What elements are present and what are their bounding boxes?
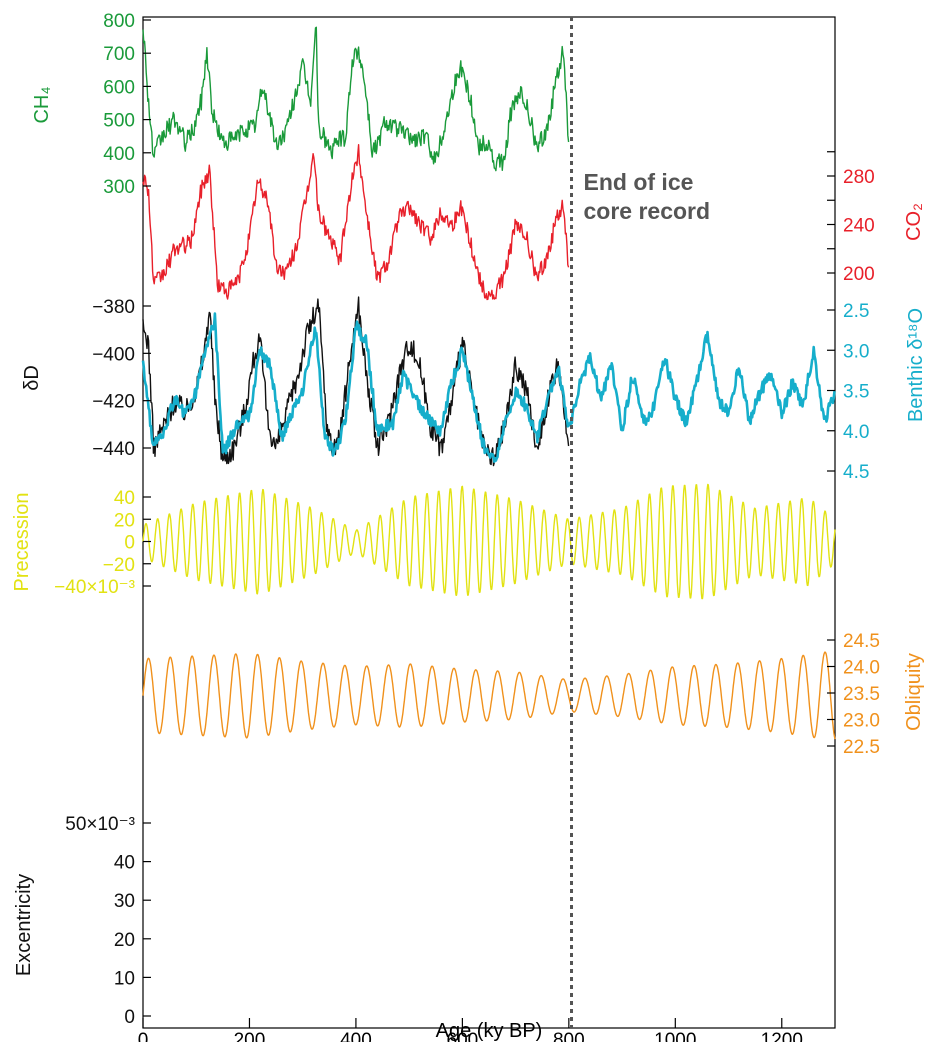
series-layer: [141, 26, 836, 740]
precession-tick-label: −20: [103, 555, 135, 576]
benthic-tick-label: 4.0: [843, 422, 869, 443]
eccentricity-axis-label: Excentricity: [13, 874, 35, 976]
eccentricity-tick-label: 30: [114, 891, 135, 912]
ch4-tick-label: 600: [103, 77, 135, 98]
plot-frame: [142, 16, 836, 1029]
eccentricity-tick-label: 0: [124, 1007, 135, 1028]
obliquity-series-line: [142, 651, 836, 740]
obliquity-tick-label: 23.0: [843, 711, 880, 732]
ch4-tick-label: 400: [103, 144, 135, 165]
obliquity-tick-label: 23.5: [843, 684, 880, 705]
dd-axis-label: δD: [21, 365, 43, 391]
x-tick-label: 600: [447, 1030, 479, 1042]
x-axis-label: Age (ky BP): [436, 1020, 543, 1042]
obliquity-tick-label: 24.0: [843, 658, 880, 679]
eccentricity-tick-label: 50×10⁻³: [65, 814, 135, 835]
precession-tick-label: 0: [124, 533, 135, 554]
precession-tick-label: −40×10⁻³: [54, 577, 135, 598]
x-tick-label: 1200: [761, 1030, 803, 1042]
dd-tick-label: −420: [92, 392, 135, 413]
co2-series-line: [142, 144, 570, 301]
benthic-tick-label: 3.0: [843, 341, 869, 362]
benthic-tick-label: 2.5: [843, 301, 869, 322]
precession-axis-label: Precession: [11, 493, 33, 592]
eccentricity-tick-label: 40: [114, 853, 135, 874]
ch4-tick-label: 500: [103, 111, 135, 132]
x-tick-label: 400: [340, 1030, 372, 1042]
co2-axis-label: CO₂: [903, 203, 925, 241]
obliquity-tick-label: 22.5: [843, 737, 880, 758]
eccentricity-tick-label: 10: [114, 968, 135, 989]
co2-tick-label: 200: [843, 264, 875, 285]
ch4-tick-label: 700: [103, 44, 135, 65]
obliquity-axis-label: Obliquity: [903, 653, 925, 731]
annotation-line1: End of ice: [584, 169, 694, 195]
co2-tick-label: 240: [843, 216, 875, 237]
benthic-axis-label: Benthic δ¹⁸O: [905, 308, 927, 422]
x-tick-label: 0: [138, 1030, 149, 1042]
ch4-tick-label: 800: [103, 11, 135, 32]
precession-tick-label: 20: [114, 510, 135, 531]
dd-series-line: [142, 296, 570, 467]
x-tick-label: 800: [553, 1030, 585, 1042]
benthic-tick-label: 3.5: [843, 382, 869, 403]
annotation-line2: core record: [584, 198, 711, 224]
x-tick-label: 1000: [654, 1030, 696, 1042]
benthic-series-line: [141, 312, 836, 463]
benthic-tick-label: 4.5: [843, 462, 869, 483]
ch4-series-line: [142, 26, 570, 172]
obliquity-tick-label: 24.5: [843, 631, 880, 652]
axes-layer: 800700600500400300CH₄280240200CO₂−380−40…: [11, 11, 927, 1042]
dd-tick-label: −440: [92, 439, 135, 460]
co2-tick-label: 280: [843, 167, 875, 188]
precession-series-line: [142, 483, 836, 600]
ch4-tick-label: 300: [103, 177, 135, 198]
ch4-axis-label: CH₄: [31, 86, 53, 123]
eccentricity-tick-label: 20: [114, 930, 135, 951]
precession-tick-label: 40: [114, 488, 135, 509]
dd-tick-label: −380: [92, 297, 135, 318]
dd-tick-label: −400: [92, 344, 135, 365]
x-tick-label: 200: [234, 1030, 266, 1042]
